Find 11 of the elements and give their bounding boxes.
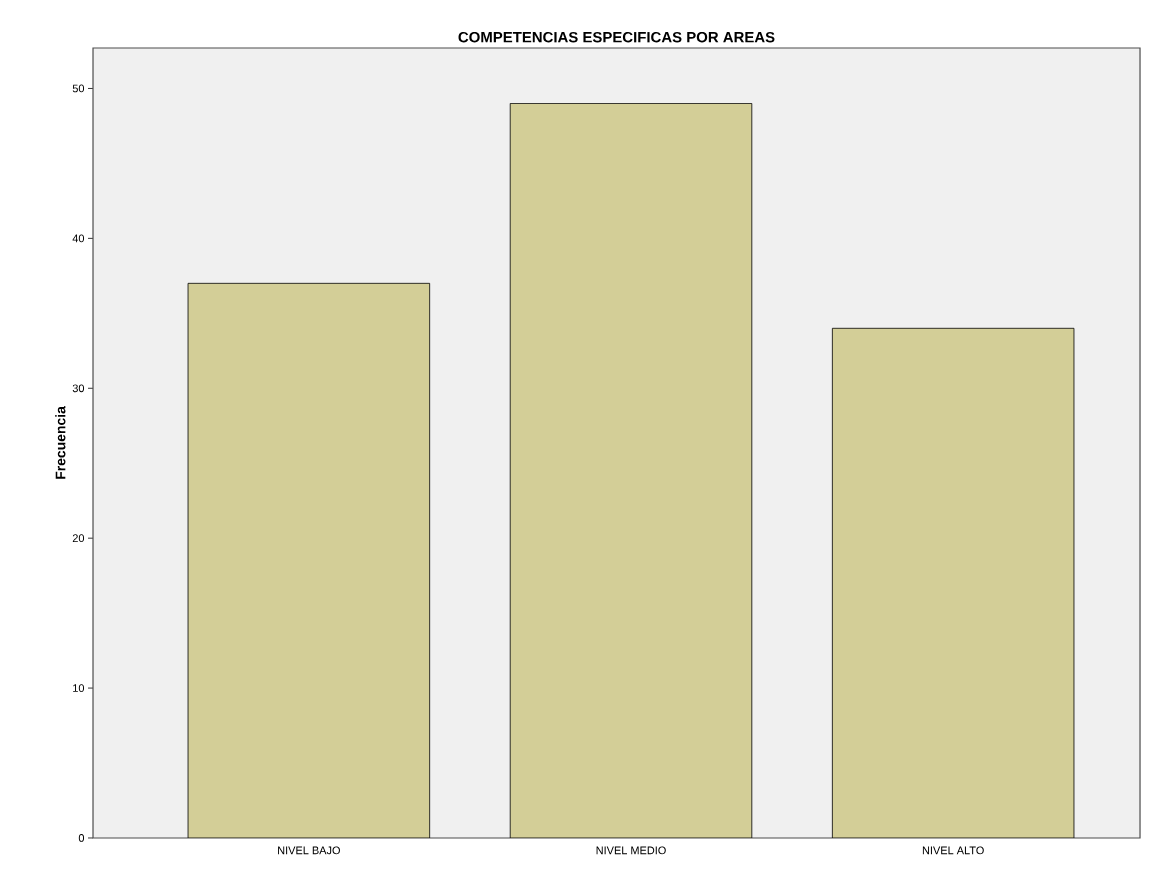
y-tick-label: 40 — [72, 234, 85, 243]
y-tick-label: 0 — [78, 834, 85, 842]
y-tick-label: 30 — [72, 384, 85, 393]
y-tick-label: 10 — [73, 684, 85, 692]
x-tick-label: NIVEL ALTO — [922, 846, 984, 855]
x-tick-label: NIVEL MEDIO — [596, 846, 666, 855]
y-axis-title: Frecuencia — [55, 406, 66, 479]
x-tick-label: NIVEL BAJO — [278, 846, 340, 855]
chart-title: COMPETENCIAS ESPECIFICAS POR AREAS — [458, 31, 775, 43]
y-tick-label: 50 — [72, 84, 85, 93]
y-tick-label: 20 — [72, 534, 85, 543]
